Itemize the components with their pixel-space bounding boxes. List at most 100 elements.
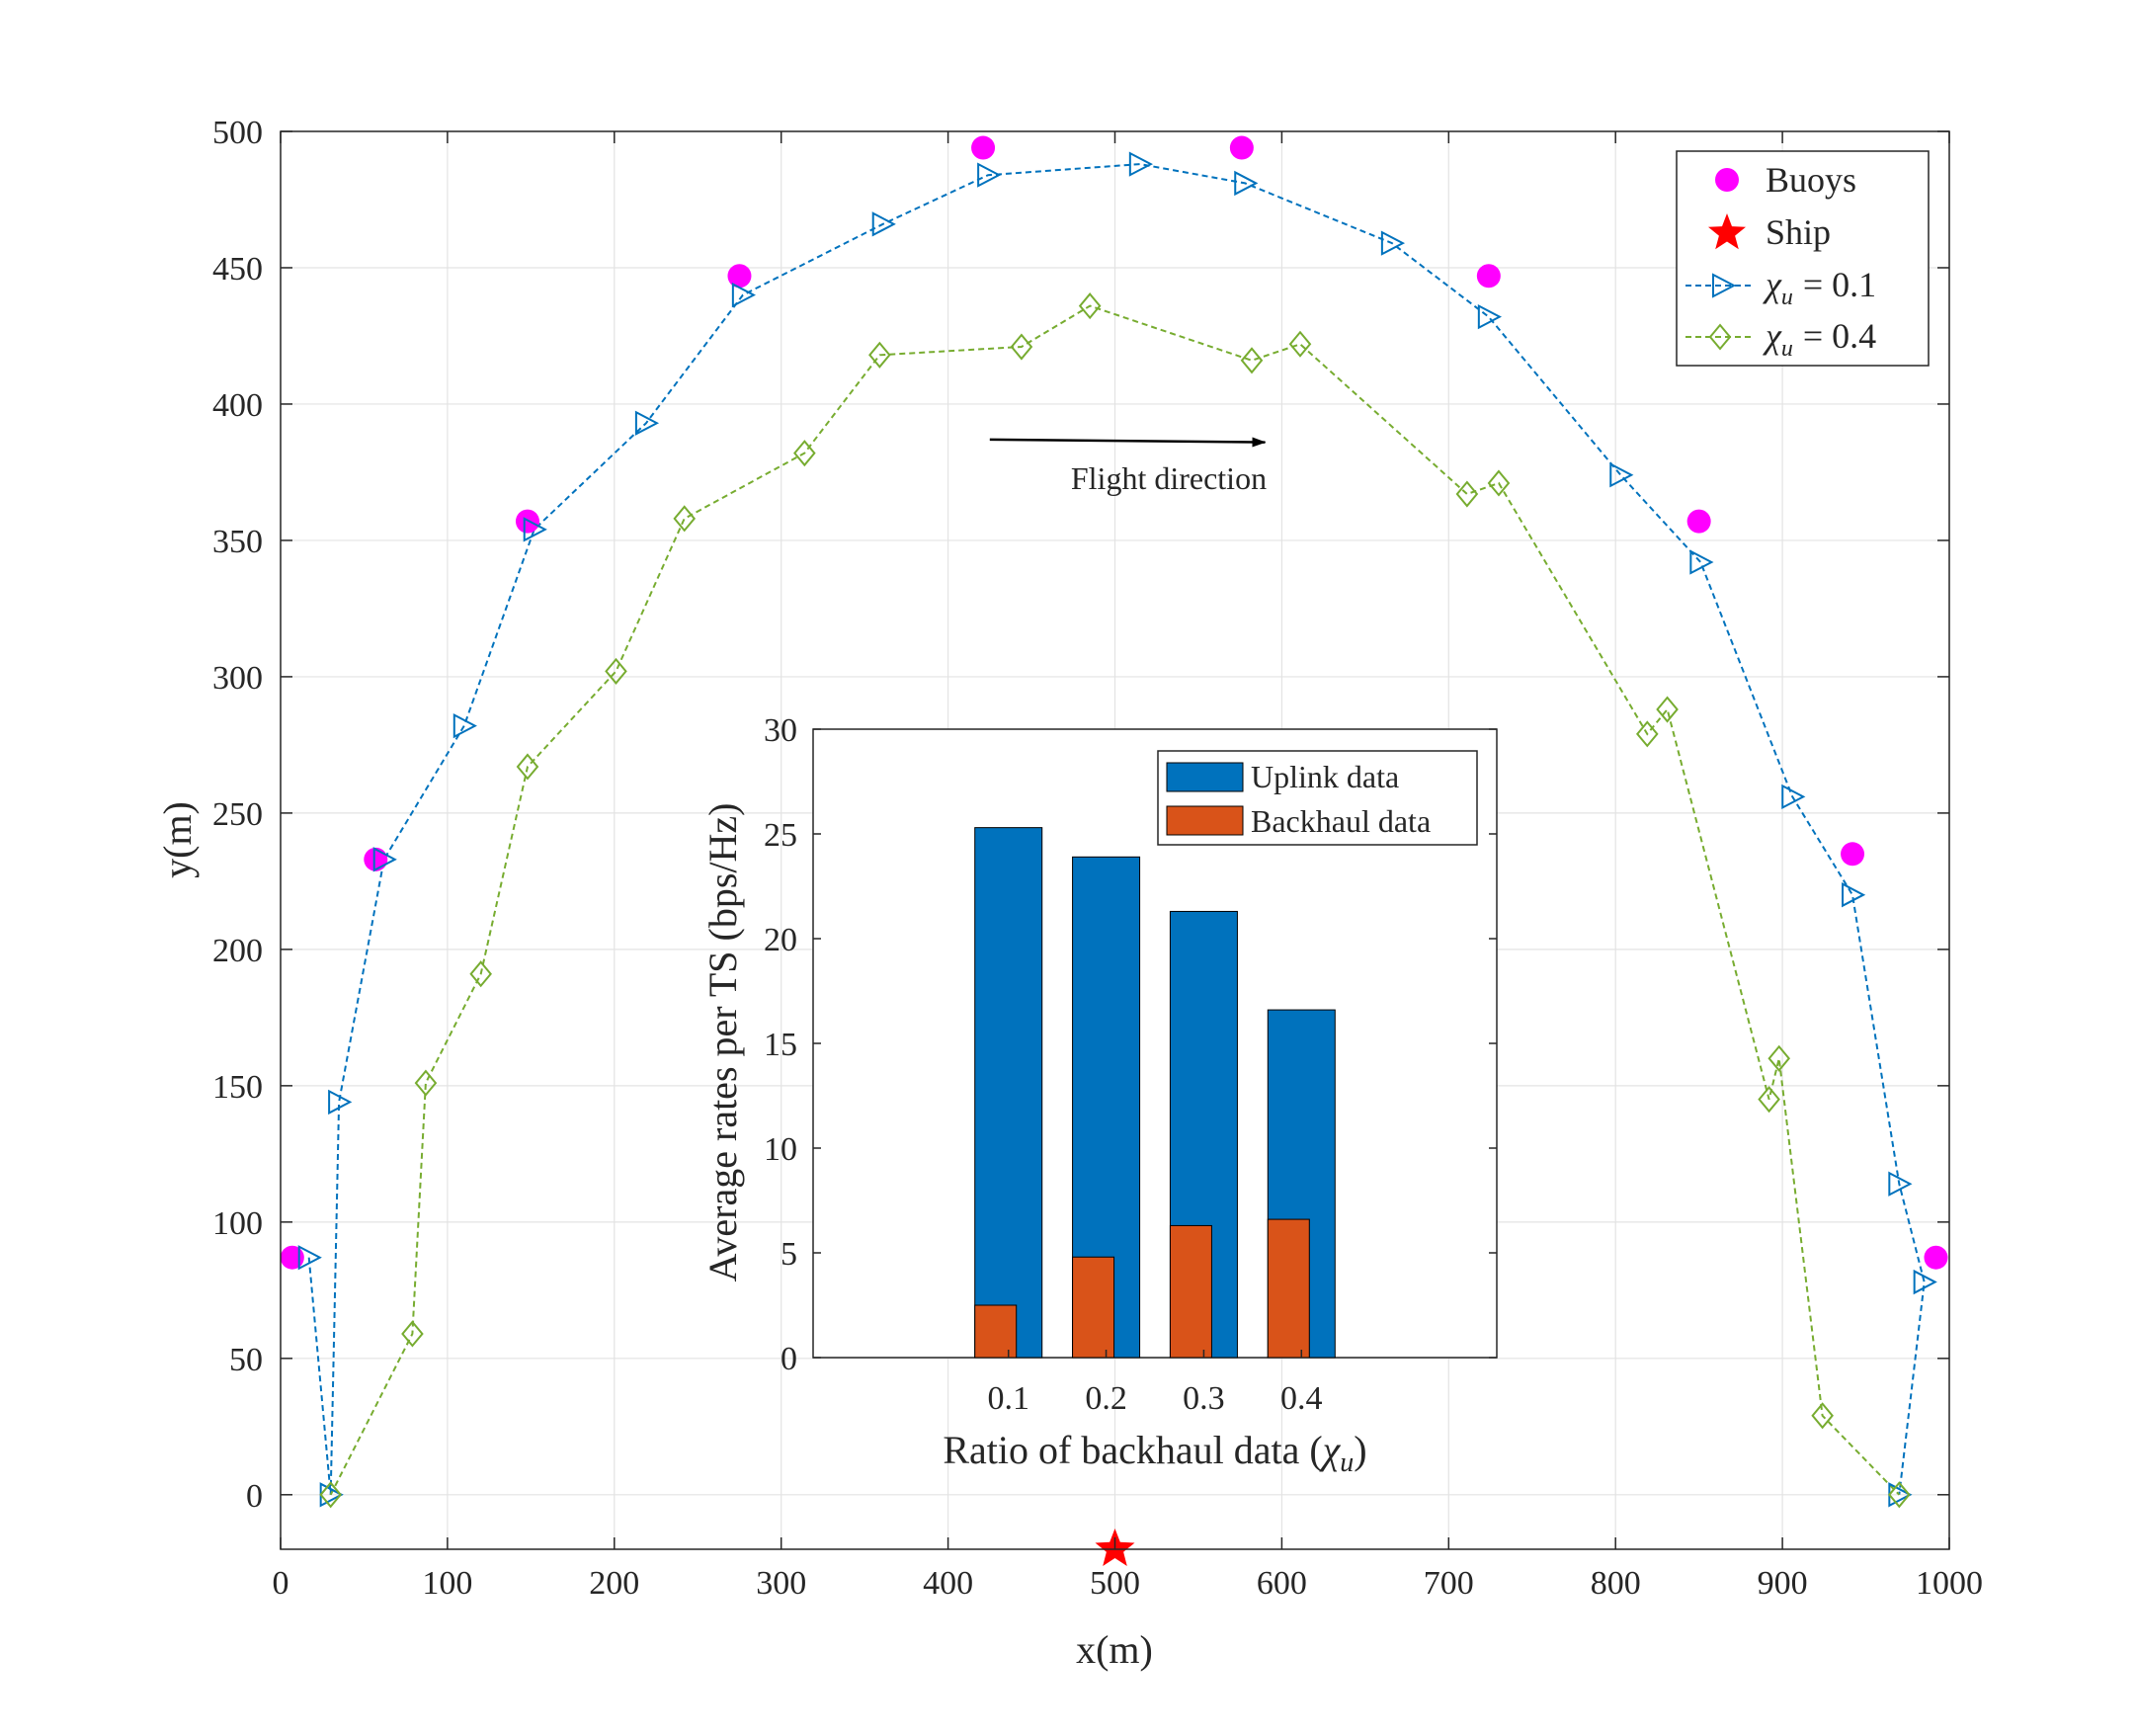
inset-y-axis-label: Average rates per TS (bps/Hz) (700, 803, 745, 1282)
inset-y-tick-label: 10 (764, 1131, 797, 1168)
x-tick-label: 0 (273, 1565, 289, 1602)
series-point-diamond (414, 1069, 438, 1097)
inset-bars (974, 827, 1336, 1359)
buoy-point (1686, 509, 1711, 534)
main-legend: Buoys Ship χu = 0.1 χu = 0.4 (1676, 150, 1930, 367)
legend-series2-label: χu = 0.4 (1763, 316, 1876, 362)
x-tick-label: 900 (1758, 1565, 1808, 1602)
legend-series1-label: χu = 0.1 (1763, 265, 1876, 310)
inset-legend-backhaul-label: Backhaul data (1251, 803, 1431, 839)
x-tick-label: 600 (1257, 1565, 1307, 1602)
series-point-triangle (731, 282, 757, 308)
series-line-3 (329, 304, 1901, 1496)
buoy-point (1229, 135, 1254, 160)
main-x-axis-label: x(m) (1076, 1627, 1153, 1672)
series-point-diamond (1288, 330, 1312, 358)
series-point-diamond (319, 1481, 342, 1509)
inset-y-tick-label: 20 (764, 922, 797, 958)
buoy-point (364, 847, 388, 871)
legend-series1-marker (1712, 273, 1737, 298)
bar-backhaul (1072, 1256, 1115, 1359)
series-point-triangle (1842, 882, 1866, 908)
series-point-diamond (868, 341, 891, 369)
inset-legend-backhaul-swatch (1166, 805, 1244, 836)
y-tick-label: 500 (212, 115, 263, 151)
series-line-2 (307, 163, 1926, 1495)
flight-direction-arrow (989, 437, 1267, 448)
series-point-triangle (1609, 462, 1634, 488)
inset-x-tick-label: 0.3 (1183, 1380, 1225, 1417)
y-tick-label: 50 (229, 1342, 263, 1378)
legend-buoys-label: Buoys (1766, 160, 1856, 200)
inset-x-tick-label: 0.4 (1280, 1380, 1323, 1417)
flight-direction-label: Flight direction (1071, 460, 1267, 496)
x-tick-label: 800 (1591, 1565, 1641, 1602)
bar-backhaul (1267, 1218, 1310, 1359)
series-point-diamond (516, 753, 539, 781)
series-point-triangle (452, 712, 477, 739)
series-point-triangle (634, 410, 660, 436)
inset-y-tick-label: 15 (764, 1027, 797, 1063)
buoy-point (280, 1245, 304, 1270)
inset-legend-uplink-label: Uplink data (1251, 759, 1399, 794)
buoy-point (1476, 264, 1501, 289)
x-tick-label: 700 (1424, 1565, 1474, 1602)
series-point-diamond (793, 440, 816, 467)
x-tick-label: 100 (422, 1565, 472, 1602)
bar-backhaul (974, 1304, 1018, 1359)
series-point-diamond (401, 1320, 424, 1348)
y-tick-label: 150 (212, 1069, 263, 1106)
series-point-diamond (1767, 1044, 1791, 1072)
buoy-point (1924, 1245, 1948, 1270)
series-point-triangle (297, 1245, 322, 1271)
x-tick-label: 500 (1090, 1565, 1140, 1602)
main-series (280, 135, 1948, 1566)
y-tick-label: 100 (212, 1205, 263, 1242)
series-point-triangle (372, 847, 397, 872)
legend-ship-marker (1708, 213, 1746, 250)
buoy-point (971, 135, 996, 160)
legend-series2-marker (1708, 323, 1732, 351)
series-point-triangle (1689, 549, 1714, 575)
series-point-diamond (1455, 480, 1479, 508)
series-point-diamond (605, 657, 627, 685)
x-tick-label: 1000 (1916, 1565, 1983, 1602)
series-point-triangle (328, 1089, 353, 1116)
x-tick-label: 400 (923, 1565, 973, 1602)
series-point-diamond (673, 505, 697, 533)
y-tick-label: 250 (212, 796, 263, 833)
series-point-diamond (1078, 292, 1102, 320)
inset-bar-chart: 0.1 0.2 0.3 0.4 0 5 10 15 20 25 30 Ratio of backha… (700, 712, 1498, 1478)
series-point-diamond (469, 960, 492, 988)
legend-buoys-marker (1715, 168, 1739, 192)
inset-y-tick-label: 0 (781, 1341, 797, 1377)
series-point-triangle (1128, 151, 1153, 177)
legend-ship-label: Ship (1766, 212, 1831, 252)
inset-x-tick-label: 0.1 (987, 1380, 1029, 1417)
y-tick-label: 350 (212, 524, 263, 560)
series-point-diamond (1487, 469, 1511, 497)
series-point-triangle (1477, 304, 1502, 330)
main-y-axis-label: y(m) (155, 801, 200, 878)
x-tick-label: 300 (756, 1565, 806, 1602)
series-point-triangle (523, 517, 547, 542)
series-point-triangle (1781, 784, 1806, 809)
y-tick-label: 300 (212, 660, 263, 697)
y-tick-label: 450 (212, 251, 263, 288)
y-tick-label: 400 (212, 387, 263, 424)
series-point-diamond (1010, 333, 1033, 361)
x-tick-label: 200 (589, 1565, 639, 1602)
series-point-diamond (1240, 347, 1264, 374)
flight-direction-annotation: Flight direction (989, 437, 1267, 496)
inset-ticks: 0.1 0.2 0.3 0.4 0 5 10 15 20 25 30 (764, 712, 1497, 1417)
inset-x-axis-label: Ratio of backhaul data (χu) (943, 1428, 1366, 1478)
series-point-diamond (1656, 696, 1679, 723)
main-ticks: 0 100 200 300 400 500 600 700 800 900 1000 0 50 100 15… (212, 115, 1983, 1602)
series-point-triangle (1888, 1171, 1913, 1197)
y-tick-label: 200 (212, 933, 263, 969)
series-point-triangle (1234, 170, 1259, 197)
series-point-diamond (1888, 1481, 1911, 1509)
inset-x-tick-label: 0.2 (1085, 1380, 1127, 1417)
series-point-diamond (1811, 1402, 1834, 1430)
